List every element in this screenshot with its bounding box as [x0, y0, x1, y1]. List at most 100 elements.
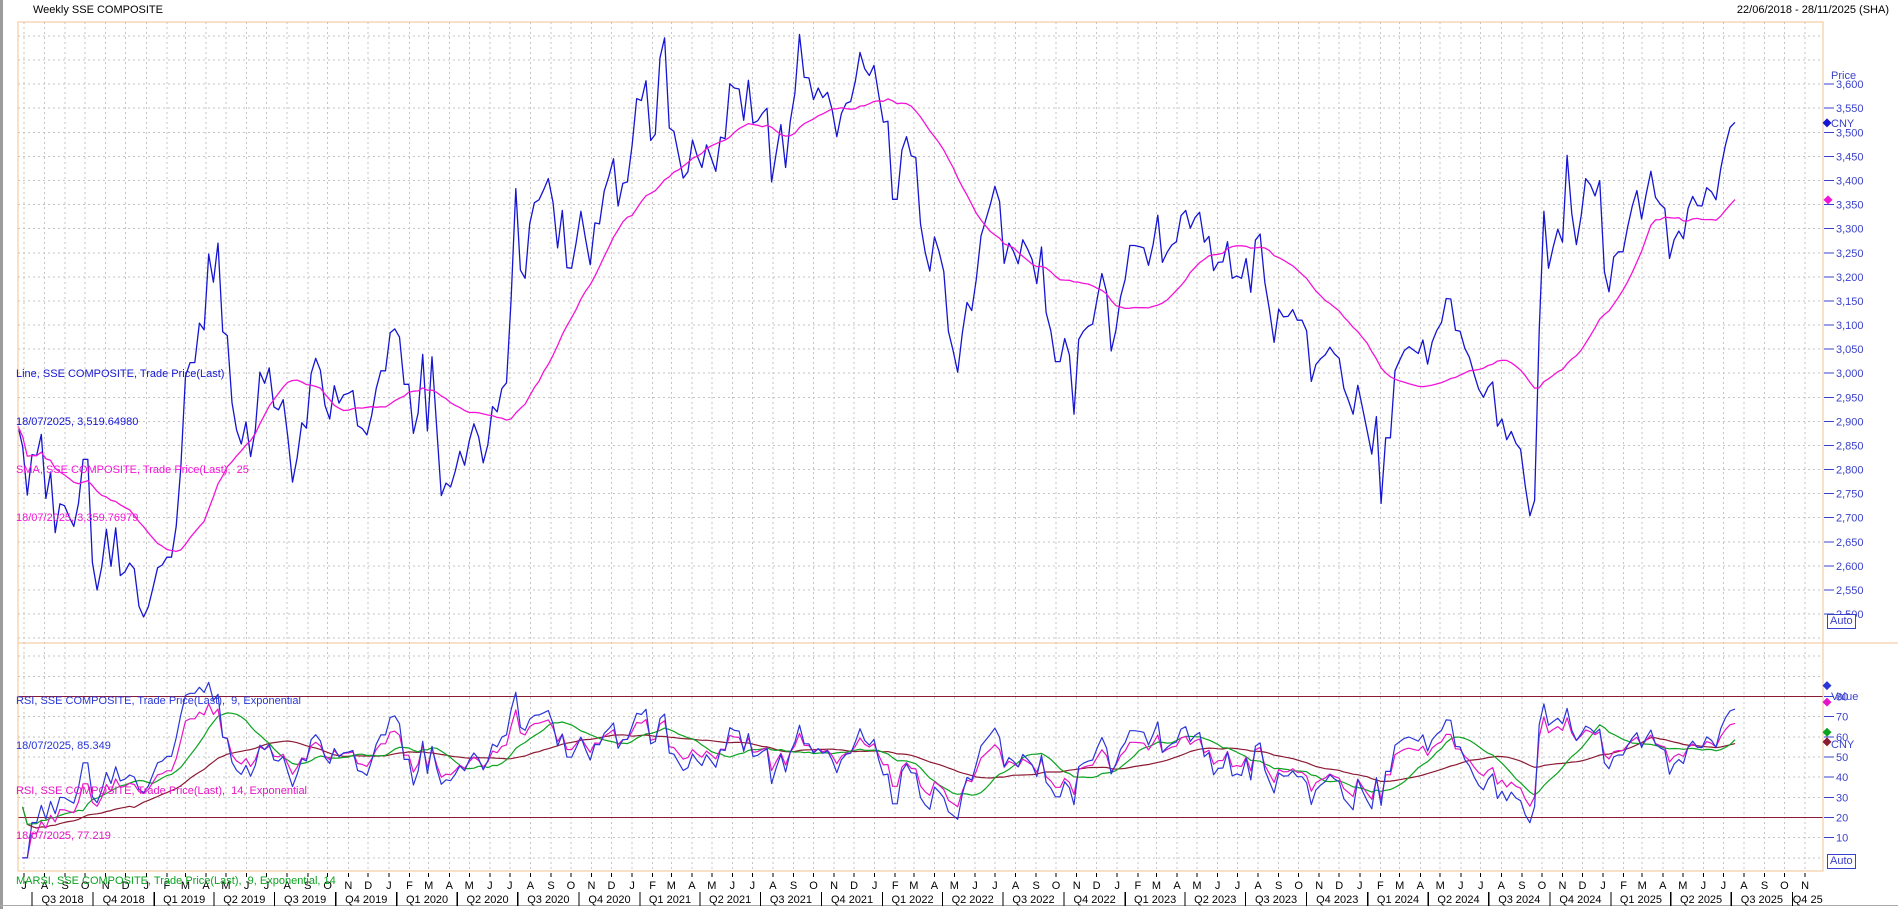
svg-text:F: F	[892, 880, 899, 892]
value-axis-auto-button[interactable]: Auto	[1827, 854, 1856, 869]
value-axis-currency: CNY	[1831, 739, 1855, 751]
svg-text:F: F	[406, 880, 413, 892]
svg-text:A: A	[1417, 880, 1425, 892]
rsi-series	[22, 681, 1736, 859]
svg-text:O: O	[81, 880, 90, 892]
svg-text:3,200: 3,200	[1836, 272, 1864, 284]
svg-text:M: M	[1436, 880, 1445, 892]
svg-text:3,350: 3,350	[1836, 200, 1864, 212]
svg-text:Q2 2025: Q2 2025	[1680, 894, 1722, 906]
svg-text:N: N	[588, 880, 596, 892]
svg-text:D: D	[850, 880, 858, 892]
svg-text:A: A	[202, 880, 210, 892]
svg-text:J: J	[972, 880, 978, 892]
svg-text:O: O	[1780, 880, 1789, 892]
svg-text:80: 80	[1836, 691, 1848, 703]
svg-text:F: F	[649, 880, 656, 892]
legend-rsi14-name: RSI, SSE COMPOSITE, Trade Price(Last), 1…	[16, 785, 308, 797]
svg-text:J: J	[1701, 880, 1707, 892]
svg-text:M: M	[1638, 880, 1647, 892]
svg-text:Q1 2025: Q1 2025	[1620, 894, 1662, 906]
rsi-threshold-lines	[18, 695, 1823, 819]
svg-text:2,800: 2,800	[1836, 465, 1864, 477]
svg-text:D: D	[1093, 880, 1101, 892]
svg-text:M: M	[465, 880, 474, 892]
svg-text:Q3 2022: Q3 2022	[1012, 894, 1054, 906]
main-panel-legend: Line, SSE COMPOSITE, Trade Price(Last) 1…	[16, 334, 249, 558]
svg-text:M: M	[1192, 880, 1201, 892]
svg-text:D: D	[1578, 880, 1586, 892]
svg-text:2,850: 2,850	[1836, 440, 1864, 452]
svg-text:M: M	[1395, 880, 1404, 892]
svg-text:S: S	[547, 880, 554, 892]
svg-text:M: M	[707, 880, 716, 892]
legend-rsi9-value: 18/07/2025, 85.349	[16, 740, 111, 752]
svg-text:F: F	[163, 880, 170, 892]
svg-text:S: S	[790, 880, 797, 892]
svg-text:40: 40	[1836, 772, 1848, 784]
svg-text:A: A	[283, 880, 291, 892]
svg-text:M: M	[1678, 880, 1687, 892]
svg-text:3,150: 3,150	[1836, 296, 1864, 308]
svg-text:3,400: 3,400	[1836, 176, 1864, 188]
last-value-markers	[1822, 118, 1833, 747]
svg-text:3,300: 3,300	[1836, 224, 1864, 236]
svg-text:D: D	[122, 880, 130, 892]
svg-text:A: A	[931, 880, 939, 892]
svg-text:3,000: 3,000	[1836, 368, 1864, 380]
svg-text:O: O	[323, 880, 332, 892]
time-axis-quarters: Q3 2018 Q4 2018 Q1 2019 Q2 2019 Q3 2019 Q4 20…	[31, 892, 1823, 906]
svg-text:Q1 2023: Q1 2023	[1134, 894, 1176, 906]
svg-text:M: M	[950, 880, 959, 892]
svg-text:Q4 2022: Q4 2022	[1074, 894, 1116, 906]
svg-text:50: 50	[1836, 752, 1848, 764]
svg-text:O: O	[567, 880, 576, 892]
svg-text:M: M	[181, 880, 190, 892]
svg-text:S: S	[1275, 880, 1282, 892]
svg-text:N: N	[1801, 880, 1809, 892]
svg-text:Q4 2024: Q4 2024	[1559, 894, 1601, 906]
price-axis-auto-button[interactable]: Auto	[1827, 614, 1856, 629]
svg-text:2,750: 2,750	[1836, 489, 1864, 501]
svg-text:Q4 2023: Q4 2023	[1316, 894, 1358, 906]
svg-text:70: 70	[1836, 712, 1848, 724]
svg-text:N: N	[1559, 880, 1567, 892]
svg-text:2,600: 2,600	[1836, 561, 1864, 573]
svg-text:Q1 2022: Q1 2022	[891, 894, 933, 906]
svg-text:J: J	[144, 880, 150, 892]
price-axis-label: Price	[1831, 70, 1857, 82]
svg-text:20: 20	[1836, 813, 1848, 825]
svg-text:Q2 2021: Q2 2021	[709, 894, 751, 906]
svg-text:J: J	[1114, 880, 1120, 892]
svg-text:3,600: 3,600	[1836, 79, 1864, 91]
svg-text:J: J	[629, 880, 635, 892]
svg-text:J: J	[1215, 880, 1221, 892]
svg-text:Q4 2021: Q4 2021	[831, 894, 873, 906]
svg-text:D: D	[607, 880, 615, 892]
legend-price-line-value: 18/07/2025, 3,519.64980	[16, 416, 139, 428]
svg-text:Q1 2024: Q1 2024	[1377, 894, 1419, 906]
svg-text:Q2 2022: Q2 2022	[952, 894, 994, 906]
svg-text:A: A	[1740, 880, 1748, 892]
legend-sma-value: 18/07/2025, 3,359.76979	[16, 512, 139, 524]
legend-marsi9-name: MARSI, SSE COMPOSITE, Trade Price(Last),…	[16, 875, 336, 887]
svg-text:A: A	[1254, 880, 1262, 892]
svg-text:2,650: 2,650	[1836, 537, 1864, 549]
svg-text:O: O	[1294, 880, 1303, 892]
svg-text:J: J	[992, 880, 998, 892]
legend-rsi9-name: RSI, SSE COMPOSITE, Trade Price(Last), 9…	[16, 695, 301, 707]
price-axis-ticks: 3,600 3,550 3,500 3,450 3,400 3,350 3,300 3,250…	[1824, 79, 1864, 621]
legend-price-line-name: Line, SSE COMPOSITE, Trade Price(Last)	[16, 368, 225, 380]
price-series	[17, 33, 1736, 618]
svg-text:2,700: 2,700	[1836, 513, 1864, 525]
svg-text:S: S	[1032, 880, 1039, 892]
svg-text:N: N	[102, 880, 110, 892]
svg-text:Q3 2023: Q3 2023	[1255, 894, 1297, 906]
svg-text:A: A	[1659, 880, 1667, 892]
svg-text:J: J	[1357, 880, 1363, 892]
svg-text:2,900: 2,900	[1836, 416, 1864, 428]
rsi-panel-legend: RSI, SSE COMPOSITE, Trade Price(Last), 9…	[16, 664, 342, 909]
